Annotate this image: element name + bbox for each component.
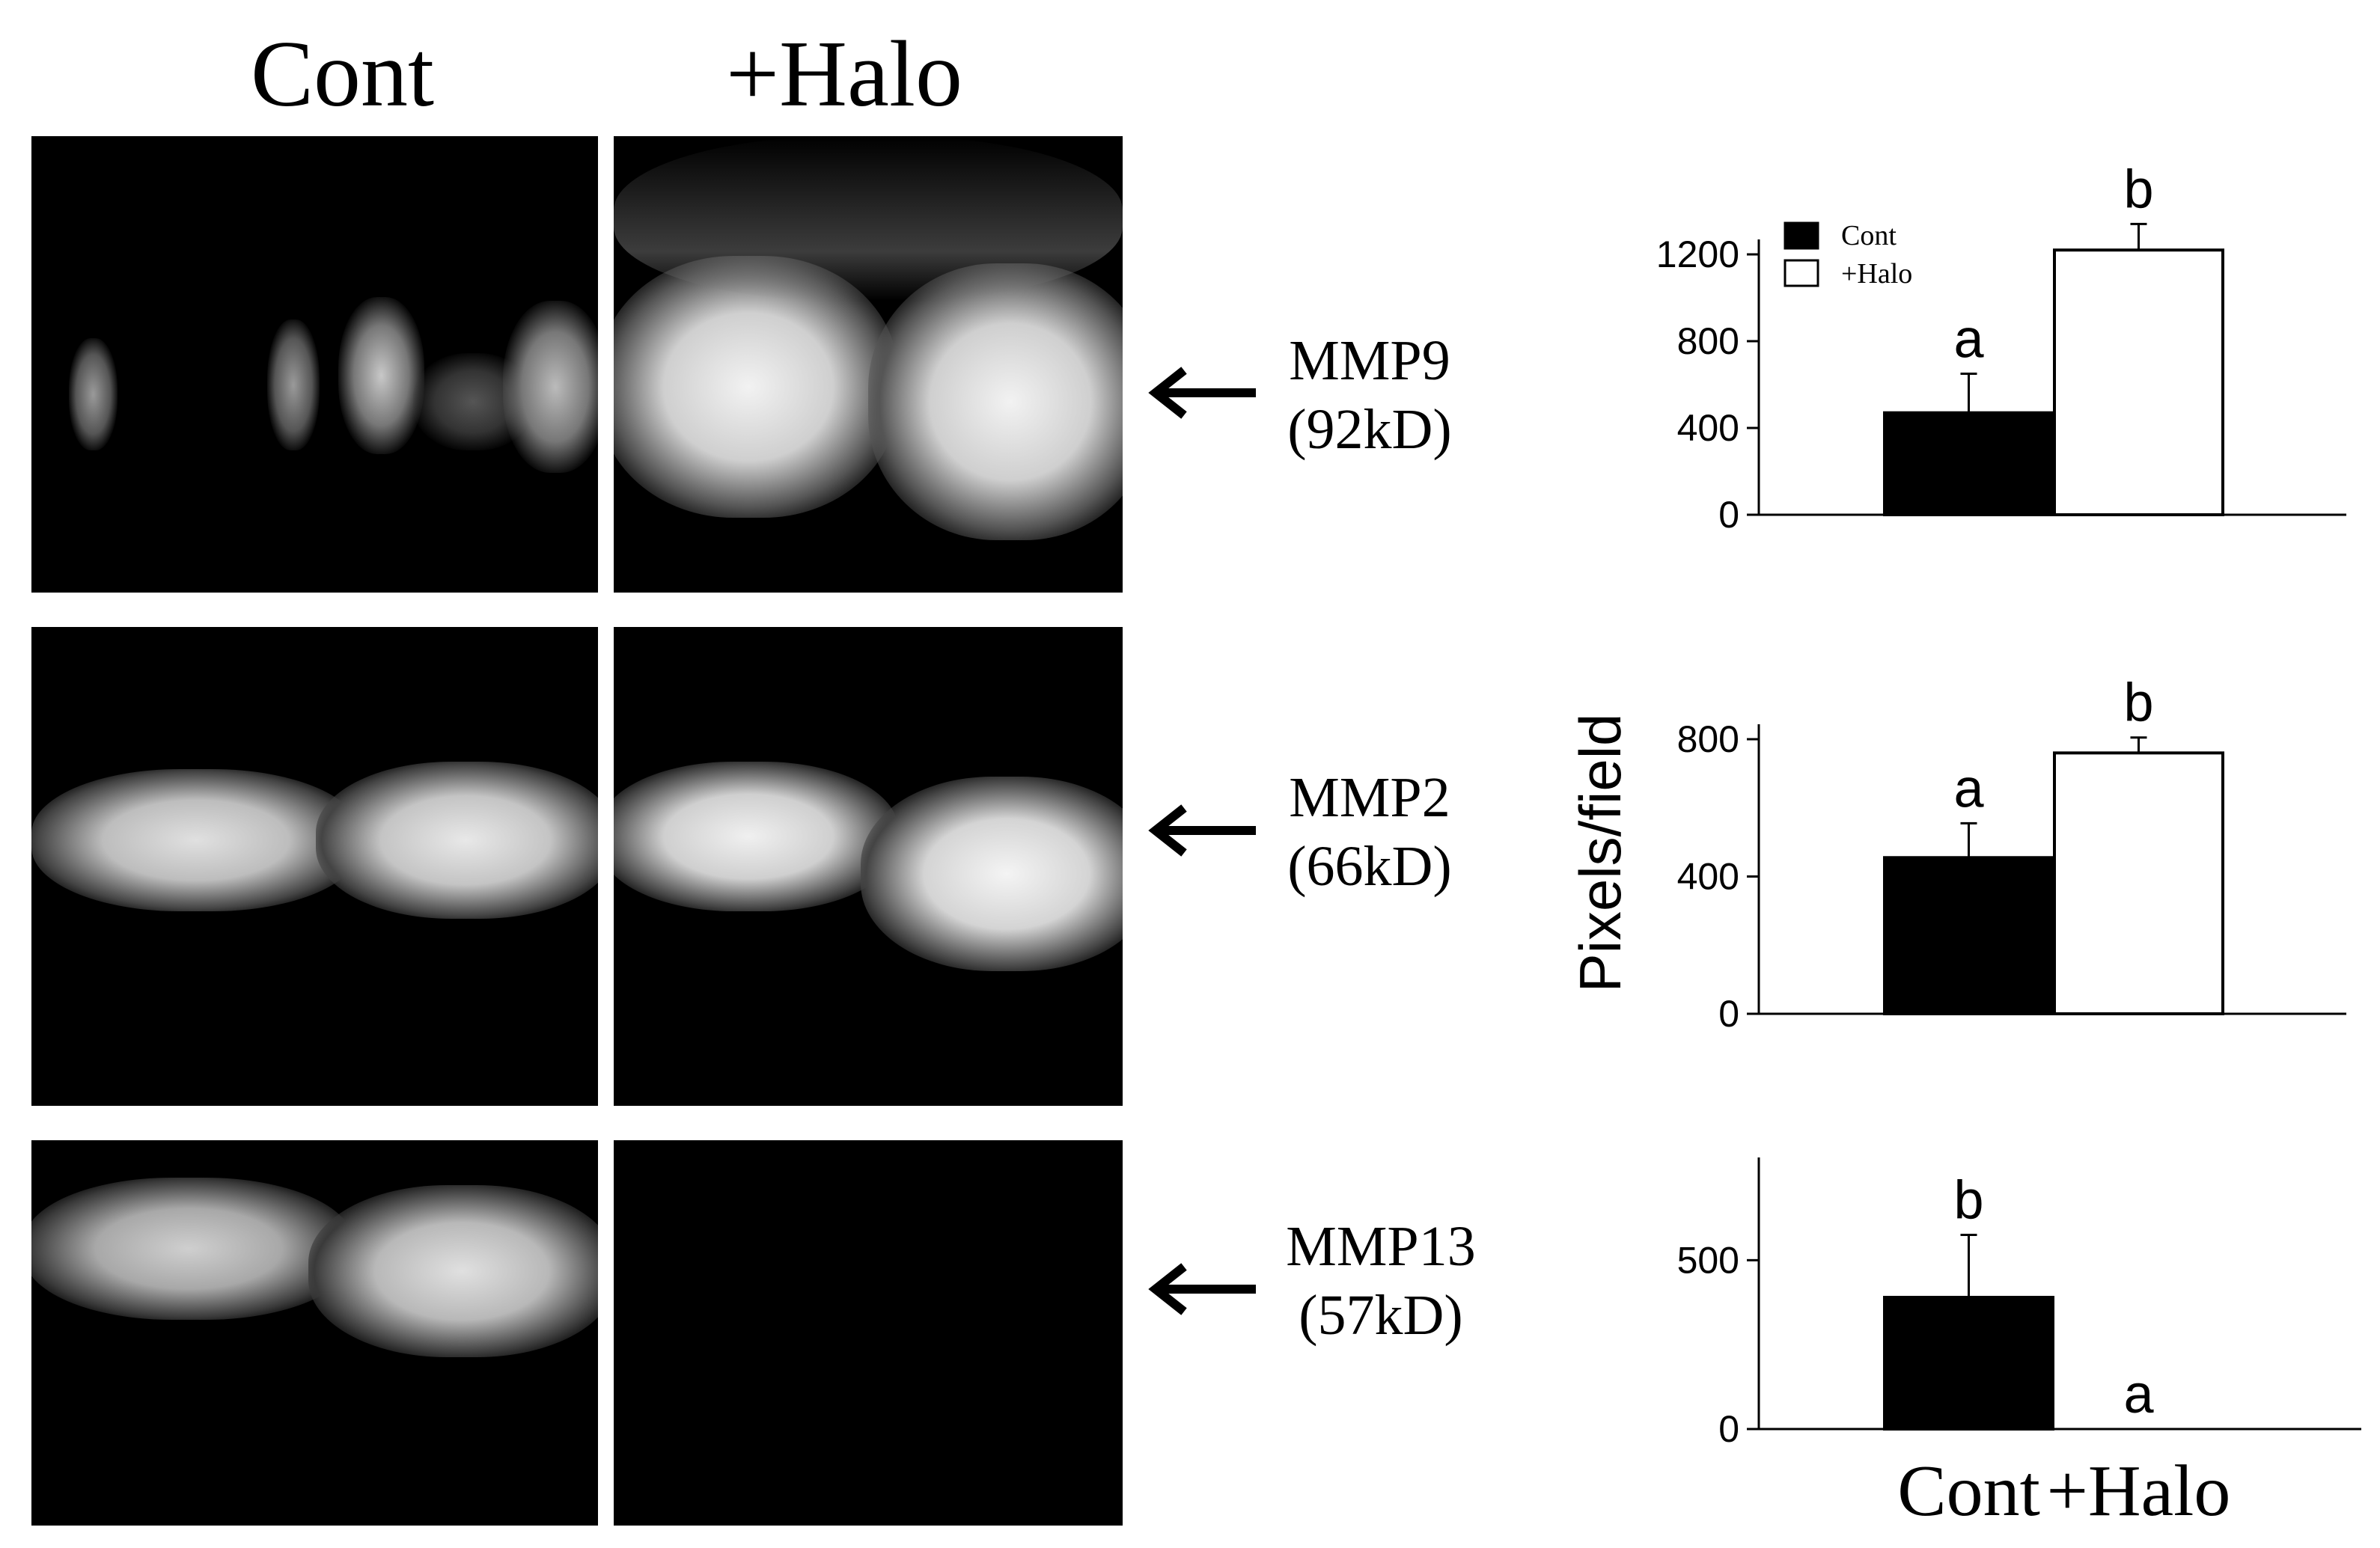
column-header-halo: +Halo — [726, 22, 962, 126]
significance-letter: a — [2123, 1365, 2154, 1425]
protein-size: (66kD) — [1287, 835, 1452, 898]
protein-name: MMP13 — [1286, 1215, 1476, 1278]
y-tick-label: 400 — [1677, 407, 1739, 449]
protein-size: (92kD) — [1287, 398, 1452, 461]
significance-letter: a — [1953, 310, 1984, 370]
gel-mmp9-halo — [614, 136, 1123, 593]
significance-letter: a — [1953, 759, 1984, 819]
y-tick-label: 0 — [1718, 1408, 1739, 1450]
y-tick-label: 500 — [1677, 1239, 1739, 1281]
gel-mmp9-cont — [31, 136, 598, 593]
bar-cont — [1883, 411, 2054, 517]
y-tick-label: 400 — [1677, 856, 1739, 898]
gel-mmp2-halo — [614, 627, 1123, 1106]
left-arrow-icon — [1148, 804, 1256, 857]
gel-mmp13-halo — [614, 1140, 1123, 1526]
legend-swatch-cont — [1784, 221, 1819, 250]
significance-letter: b — [2123, 673, 2153, 733]
protein-name: MMP2 — [1289, 766, 1450, 829]
legend-label-cont: Cont — [1841, 220, 1897, 251]
y-tick-label: 0 — [1718, 494, 1739, 536]
left-arrow-icon — [1148, 367, 1256, 419]
gel-mmp13-cont — [31, 1140, 598, 1526]
y-tick-label: 800 — [1677, 718, 1739, 760]
y-axis-label: Pixels/field — [1567, 714, 1633, 993]
bar-halo — [2053, 751, 2224, 1015]
column-header-cont: Cont — [251, 22, 435, 126]
y-tick-label: 800 — [1677, 320, 1739, 362]
blot-label-mmp9: MMP9 (92kD) — [1257, 326, 1482, 464]
gel-mmp2-cont — [31, 627, 598, 1106]
blot-label-mmp2: MMP2 (66kD) — [1257, 763, 1482, 901]
legend-swatch-halo — [1784, 259, 1819, 287]
bar-halo — [2053, 248, 2224, 516]
x-tick-label-halo: +Halo — [2047, 1451, 2231, 1532]
x-tick-label-cont: Cont — [1897, 1451, 2040, 1532]
significance-letter: b — [2123, 159, 2153, 219]
legend-label-halo: +Halo — [1841, 258, 1912, 290]
protein-name: MMP9 — [1289, 329, 1450, 392]
y-tick-label: 0 — [1718, 993, 1739, 1035]
protein-size: (57kD) — [1299, 1284, 1463, 1347]
blot-label-mmp13: MMP13 (57kD) — [1265, 1212, 1497, 1350]
y-tick-label: 1200 — [1656, 233, 1739, 275]
bar-cont — [1883, 856, 2054, 1016]
significance-letter: b — [1953, 1170, 1983, 1230]
bar-cont — [1883, 1295, 2054, 1431]
left-arrow-icon — [1148, 1263, 1256, 1315]
